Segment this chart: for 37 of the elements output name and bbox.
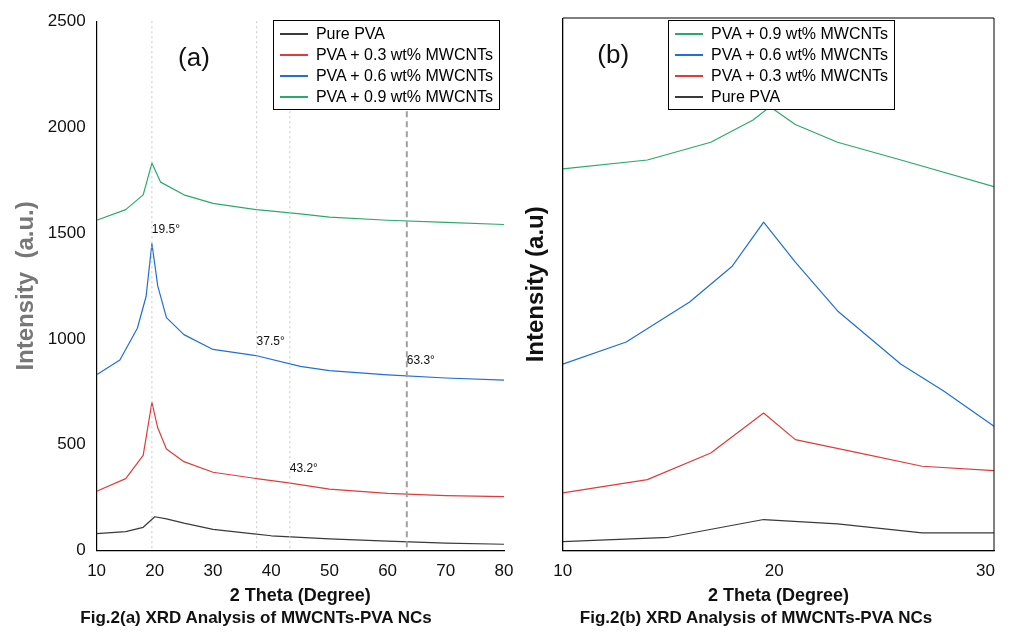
legend-label: PVA + 0.3 wt% MWCNTs: [711, 66, 889, 86]
x-tick-label: 20: [764, 561, 784, 581]
y-tick-label: 2500: [47, 10, 86, 30]
x-tick-label: 40: [261, 561, 281, 581]
y-tick-label: 0: [76, 540, 86, 560]
annotation: (a): [178, 42, 210, 73]
y-tick-label: 2000: [47, 116, 86, 136]
x-axis-title: 2 Theta (Degree): [229, 584, 371, 605]
annotation: 43.2°: [289, 461, 319, 476]
x-axis-title: 2 Theta (Degree): [707, 584, 849, 605]
text: (b): [597, 39, 630, 70]
annotation: 19.5°: [151, 221, 181, 236]
x-tick-label: 70: [436, 561, 456, 581]
text: Fig.2(a) XRD Analysis of MWCNTs-PVA NCs: [80, 608, 432, 628]
text: Fig.2(b) XRD Analysis of MWCNTs-PVA NCs: [579, 608, 933, 628]
y-tick-label: 1000: [47, 328, 86, 348]
legend-label: PVA + 0.3 wt% MWCNTs: [315, 45, 493, 65]
legend-label: Pure PVA: [315, 24, 385, 44]
legend-label: PVA + 0.6 wt% MWCNTs: [711, 45, 889, 65]
y-axis-title: Intensity (a.u): [521, 206, 549, 363]
x-tick-label: 30: [976, 561, 996, 581]
annotation: 37.5°: [256, 334, 285, 349]
x-tick-label: 10: [87, 561, 107, 581]
annotation: 63.3°: [406, 353, 436, 368]
legend-label: Pure PVA: [711, 87, 781, 107]
x-tick-label: 60: [378, 561, 398, 581]
legend-label: PVA + 0.9 wt% MWCNTs: [711, 24, 889, 44]
x-tick-label: 80: [494, 561, 514, 581]
y-tick-label: 500: [57, 434, 86, 454]
legend-label: PVA + 0.6 wt% MWCNTs: [315, 66, 493, 86]
legend-label: PVA + 0.9 wt% MWCNTs: [315, 87, 493, 107]
y-tick-label: 1500: [47, 222, 86, 242]
x-tick-label: 20: [145, 561, 165, 581]
y-axis-title: Intensity (a.u.): [11, 201, 39, 371]
x-tick-label: 50: [319, 561, 339, 581]
x-tick-label: 10: [553, 561, 573, 581]
x-tick-label: 30: [203, 561, 223, 581]
